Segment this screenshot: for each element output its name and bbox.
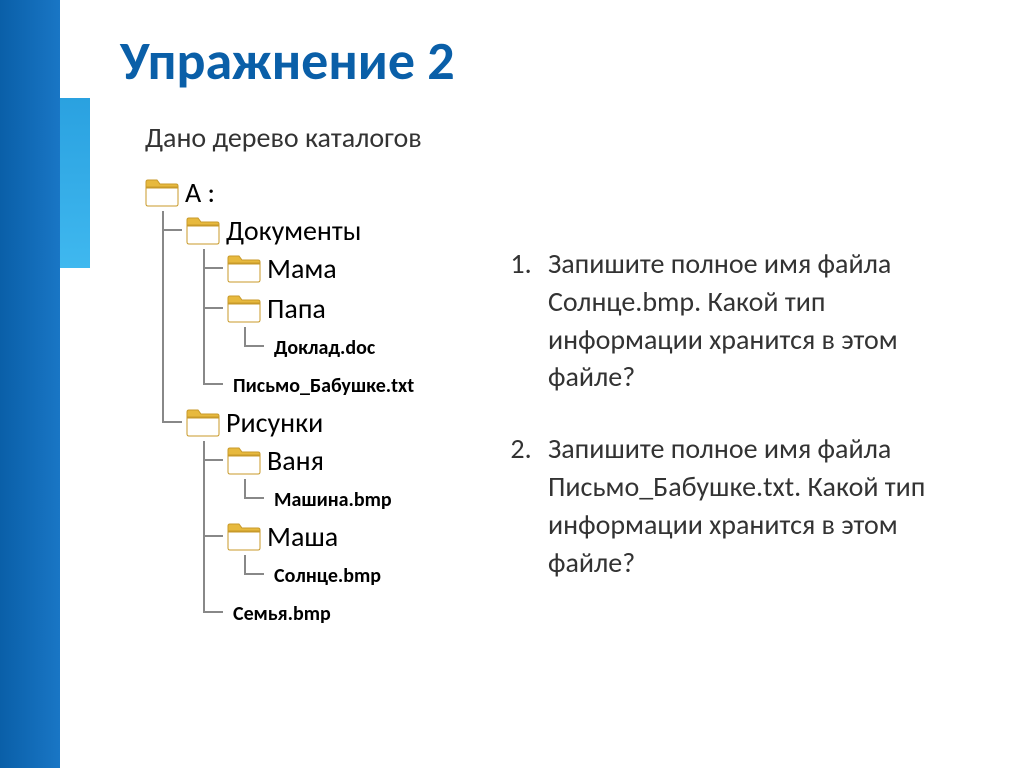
- folder-icon: [186, 217, 220, 245]
- folder-label: Мама: [267, 251, 337, 287]
- tree-node-pictures: Рисунки: [186, 405, 414, 441]
- tree-node-documents: Документы: [186, 213, 414, 249]
- folder-icon: [227, 447, 261, 475]
- tree-item: Маша Солнце.bmp: [205, 517, 414, 593]
- file-label: Семья.bmp: [227, 602, 331, 626]
- file-label: Доклад.doc: [268, 336, 375, 360]
- tree-item: Документы Мама Папа: [164, 211, 414, 403]
- folder-icon: [145, 179, 179, 207]
- tree-item: Рисунки Ваня Машина.bmp: [164, 403, 414, 631]
- question-1: Запишите полное имя файла Солнце.bmp. Ка…: [538, 245, 980, 396]
- folder-label: Маша: [267, 519, 338, 555]
- tree-item: Машина.bmp: [246, 479, 414, 515]
- folder-icon: [186, 409, 220, 437]
- questions-block: Запишите полное имя файла Солнце.bmp. Ка…: [500, 245, 980, 615]
- tree-item: Письмо_Бабушке.txt: [205, 365, 414, 401]
- file-label: Солнце.bmp: [268, 564, 381, 588]
- left-accent-bar: [0, 0, 60, 768]
- tree-node-vanya: Ваня: [227, 443, 414, 479]
- tree-item: Семья.bmp: [205, 593, 414, 629]
- tree-item: Доклад.doc: [246, 327, 414, 363]
- file-label: Машина.bmp: [268, 488, 392, 512]
- tree-node-masha: Маша: [227, 519, 414, 555]
- inner-accent-block: [60, 98, 90, 268]
- folder-label: Папа: [267, 291, 326, 327]
- page-title: Упражнение 2: [120, 28, 455, 94]
- folder-label: Ваня: [267, 443, 324, 479]
- tree-node-root: A :: [145, 175, 414, 211]
- folder-label: Документы: [226, 213, 361, 249]
- folder-icon: [227, 255, 261, 283]
- tree-node-papa: Папа: [227, 291, 414, 327]
- directory-tree: A : Документы Мама: [145, 175, 414, 631]
- file-label: Письмо_Бабушке.txt: [227, 374, 414, 398]
- folder-label: Рисунки: [226, 405, 323, 441]
- tree-item: Папа Доклад.doc: [205, 289, 414, 365]
- folder-label: A :: [185, 175, 215, 211]
- tree-item: Солнце.bmp: [246, 555, 414, 591]
- question-2: Запишите полное имя файла Письмо_Бабушке…: [538, 430, 980, 581]
- tree-item: Мама: [205, 249, 414, 289]
- folder-icon: [227, 295, 261, 323]
- tree-node-mama: Мама: [227, 251, 414, 287]
- folder-icon: [227, 523, 261, 551]
- tree-item: Ваня Машина.bmp: [205, 441, 414, 517]
- subtitle: Дано дерево каталогов: [145, 120, 422, 155]
